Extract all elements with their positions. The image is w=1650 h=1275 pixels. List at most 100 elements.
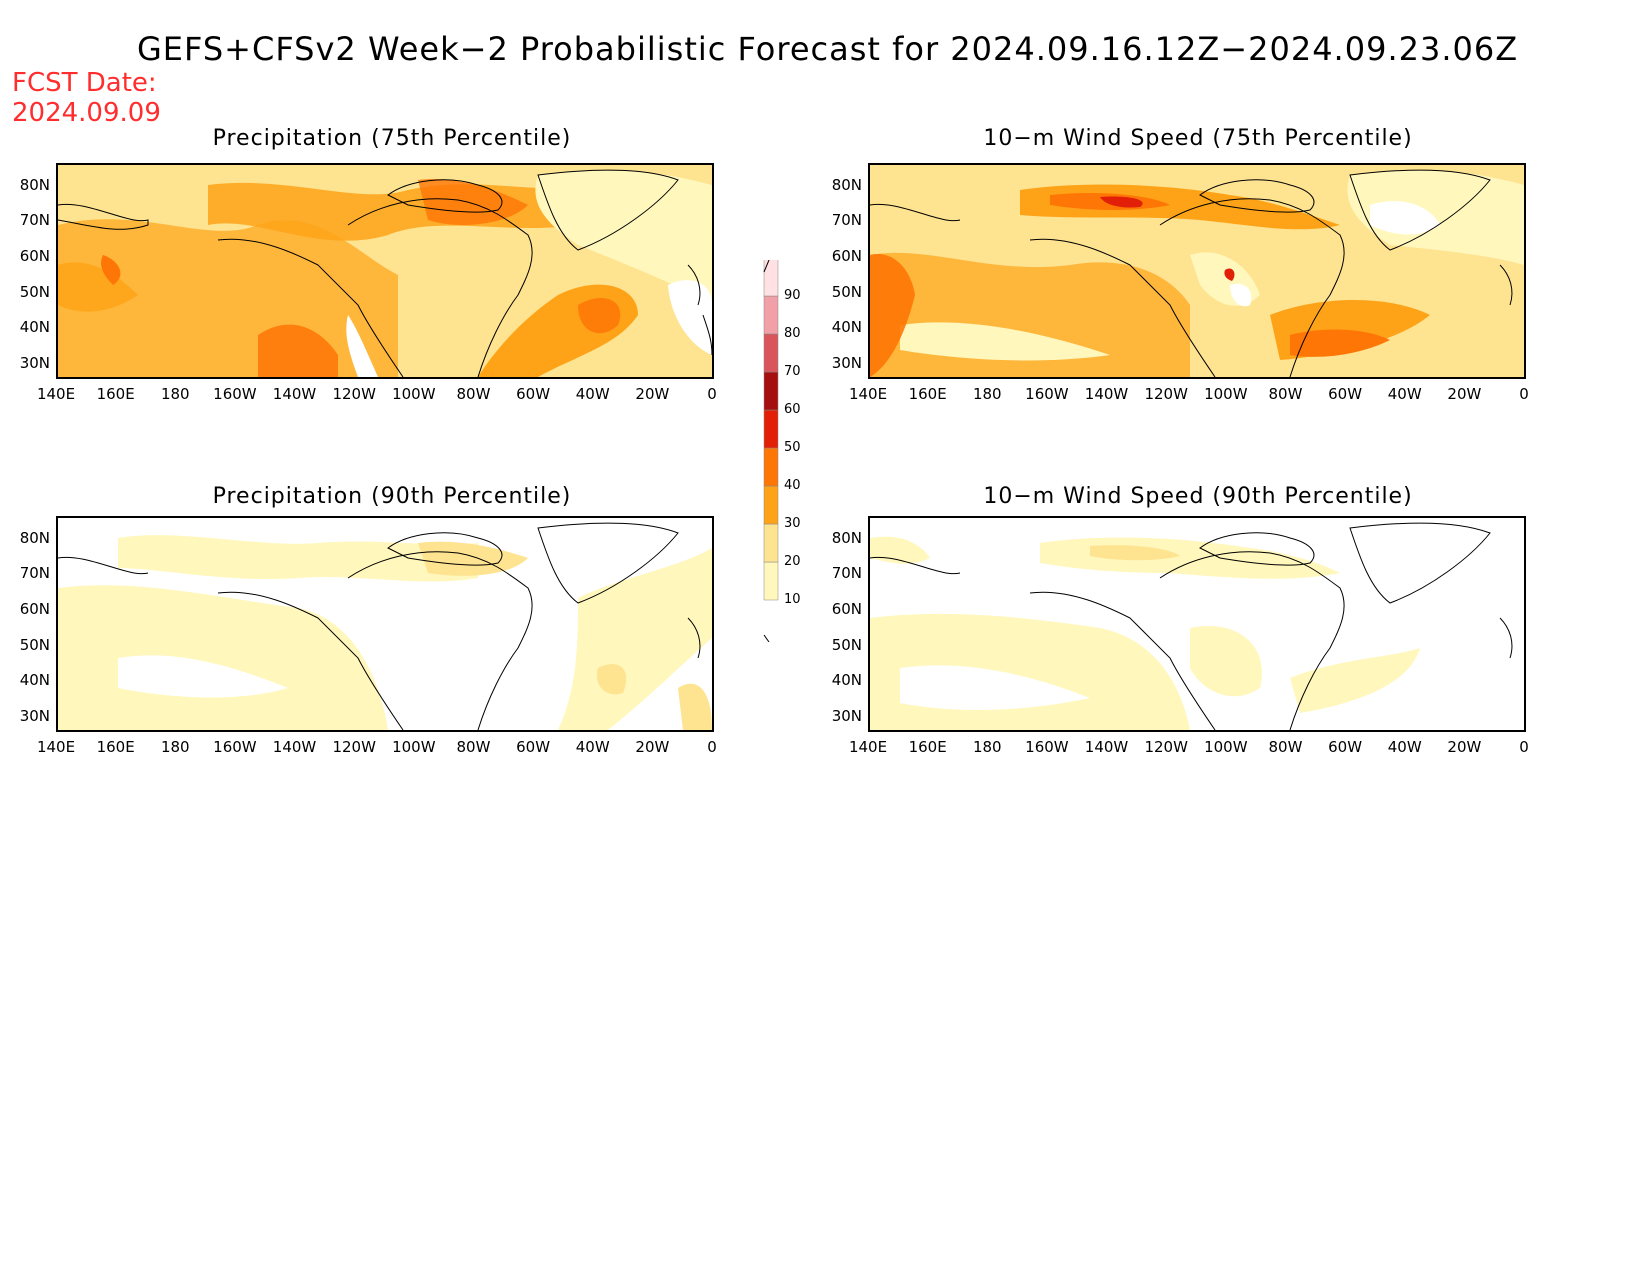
lon-tick-label: 0 — [1519, 738, 1529, 756]
lon-tick-label: 180 — [972, 385, 1002, 403]
colorbar-segment — [763, 561, 779, 601]
lon-tick-label: 80W — [456, 738, 491, 756]
main-title: GEFS+CFSv2 Week−2 Probabilistic Forecast… — [137, 30, 1519, 68]
lon-tick-label: 40W — [575, 738, 610, 756]
lon-tick-label: 0 — [1519, 385, 1529, 403]
lon-tick-label: 120W — [332, 385, 376, 403]
lat-tick-label: 60N — [19, 599, 50, 618]
colorbar-label: 20 — [784, 554, 801, 569]
lat-tick-label: 30N — [19, 706, 50, 725]
lon-tick-label: 80W — [1268, 738, 1303, 756]
lon-tick-label: 180 — [160, 738, 190, 756]
lon-tick-label: 40W — [1387, 738, 1422, 756]
colorbar-label: 60 — [784, 402, 801, 417]
lon-tick-label: 40W — [1387, 385, 1422, 403]
lat-tick-label: 30N — [831, 706, 862, 725]
lon-tick-label: 160W — [213, 385, 257, 403]
lon-tick-label: 140E — [36, 385, 76, 403]
lat-tick-label: 40N — [831, 318, 862, 337]
map-precip-75 — [56, 163, 714, 379]
colorbar-segment — [763, 523, 779, 563]
colorbar-label: 50 — [784, 440, 801, 455]
lat-tick-label: 40N — [19, 318, 50, 337]
lon-tick-label: 140E — [848, 385, 888, 403]
colorbar-segment — [763, 409, 779, 449]
lat-tick-label: 70N — [831, 564, 862, 583]
colorbar-label: 90 — [784, 288, 801, 303]
lat-tick-label: 30N — [19, 353, 50, 372]
colorbar-label: 30 — [784, 516, 801, 531]
colorbar — [763, 260, 779, 642]
lat-tick-label: 40N — [19, 671, 50, 690]
lon-tick-label: 20W — [635, 738, 670, 756]
panel-title-precip-90: Precipitation (90th Percentile) — [212, 484, 572, 509]
colorbar-label: 70 — [784, 364, 801, 379]
lon-tick-label: 100W — [392, 385, 436, 403]
lat-tick-label: 60N — [19, 246, 50, 265]
lon-tick-label: 60W — [516, 385, 551, 403]
colorbar-segment — [763, 333, 779, 373]
colorbar-label: 10 — [784, 592, 801, 607]
lon-tick-label: 20W — [1447, 385, 1482, 403]
lon-tick-label: 160E — [908, 385, 947, 403]
lon-tick-label: 120W — [1144, 738, 1188, 756]
lat-tick-label: 70N — [19, 211, 50, 230]
lon-tick-label: 160W — [213, 738, 257, 756]
lon-tick-label: 40W — [575, 385, 610, 403]
lon-tick-label: 60W — [1328, 738, 1363, 756]
lat-tick-label: 60N — [831, 246, 862, 265]
colorbar-segment — [763, 447, 779, 487]
lon-tick-label: 160W — [1025, 738, 1069, 756]
panel-title-precip-75: Precipitation (75th Percentile) — [212, 126, 572, 151]
colorbar-segment — [763, 371, 779, 411]
map-wind-75 — [868, 163, 1526, 379]
colorbar-label: 40 — [784, 478, 801, 493]
map-wind-90 — [868, 516, 1526, 732]
lon-tick-label: 160E — [908, 738, 947, 756]
fcst-date-block: FCST Date: 2024.09.09 — [12, 68, 161, 128]
lat-tick-label: 30N — [831, 353, 862, 372]
map-precip-90 — [56, 516, 714, 732]
lon-tick-label: 160W — [1025, 385, 1069, 403]
lon-tick-label: 20W — [1447, 738, 1482, 756]
lat-tick-label: 80N — [831, 528, 862, 547]
fcst-label: FCST Date: — [12, 68, 157, 98]
lat-tick-label: 80N — [19, 528, 50, 547]
lon-tick-label: 140E — [36, 738, 76, 756]
lon-tick-label: 100W — [1204, 738, 1248, 756]
colorbar-segment — [763, 295, 779, 335]
lon-tick-label: 0 — [707, 385, 717, 403]
lat-tick-label: 50N — [19, 282, 50, 301]
lon-tick-label: 160E — [96, 738, 135, 756]
lon-tick-label: 80W — [1268, 385, 1303, 403]
lat-tick-label: 40N — [831, 671, 862, 690]
lon-tick-label: 160E — [96, 385, 135, 403]
lon-tick-label: 180 — [972, 738, 1002, 756]
lat-tick-label: 80N — [831, 175, 862, 194]
lat-tick-label: 50N — [831, 635, 862, 654]
panel-title-wind-90: 10−m Wind Speed (90th Percentile) — [983, 484, 1413, 509]
lon-tick-label: 140E — [848, 738, 888, 756]
lon-tick-label: 140W — [272, 738, 317, 756]
fcst-date: 2024.09.09 — [12, 98, 161, 128]
lon-tick-label: 100W — [1204, 385, 1248, 403]
lon-tick-label: 140W — [1084, 738, 1129, 756]
lon-tick-label: 120W — [332, 738, 376, 756]
lat-tick-label: 50N — [831, 282, 862, 301]
lon-tick-label: 80W — [456, 385, 491, 403]
colorbar-segment — [763, 485, 779, 525]
panel-title-wind-75: 10−m Wind Speed (75th Percentile) — [983, 126, 1413, 151]
lon-tick-label: 140W — [272, 385, 317, 403]
lat-tick-label: 50N — [19, 635, 50, 654]
lon-tick-label: 140W — [1084, 385, 1129, 403]
colorbar-segment — [763, 260, 779, 297]
lon-tick-label: 120W — [1144, 385, 1188, 403]
lon-tick-label: 20W — [635, 385, 670, 403]
lon-tick-label: 180 — [160, 385, 190, 403]
lon-tick-label: 0 — [707, 738, 717, 756]
lat-tick-label: 80N — [19, 175, 50, 194]
lat-tick-label: 60N — [831, 599, 862, 618]
lat-tick-label: 70N — [831, 211, 862, 230]
lon-tick-label: 60W — [1328, 385, 1363, 403]
colorbar-label: 80 — [784, 326, 801, 341]
